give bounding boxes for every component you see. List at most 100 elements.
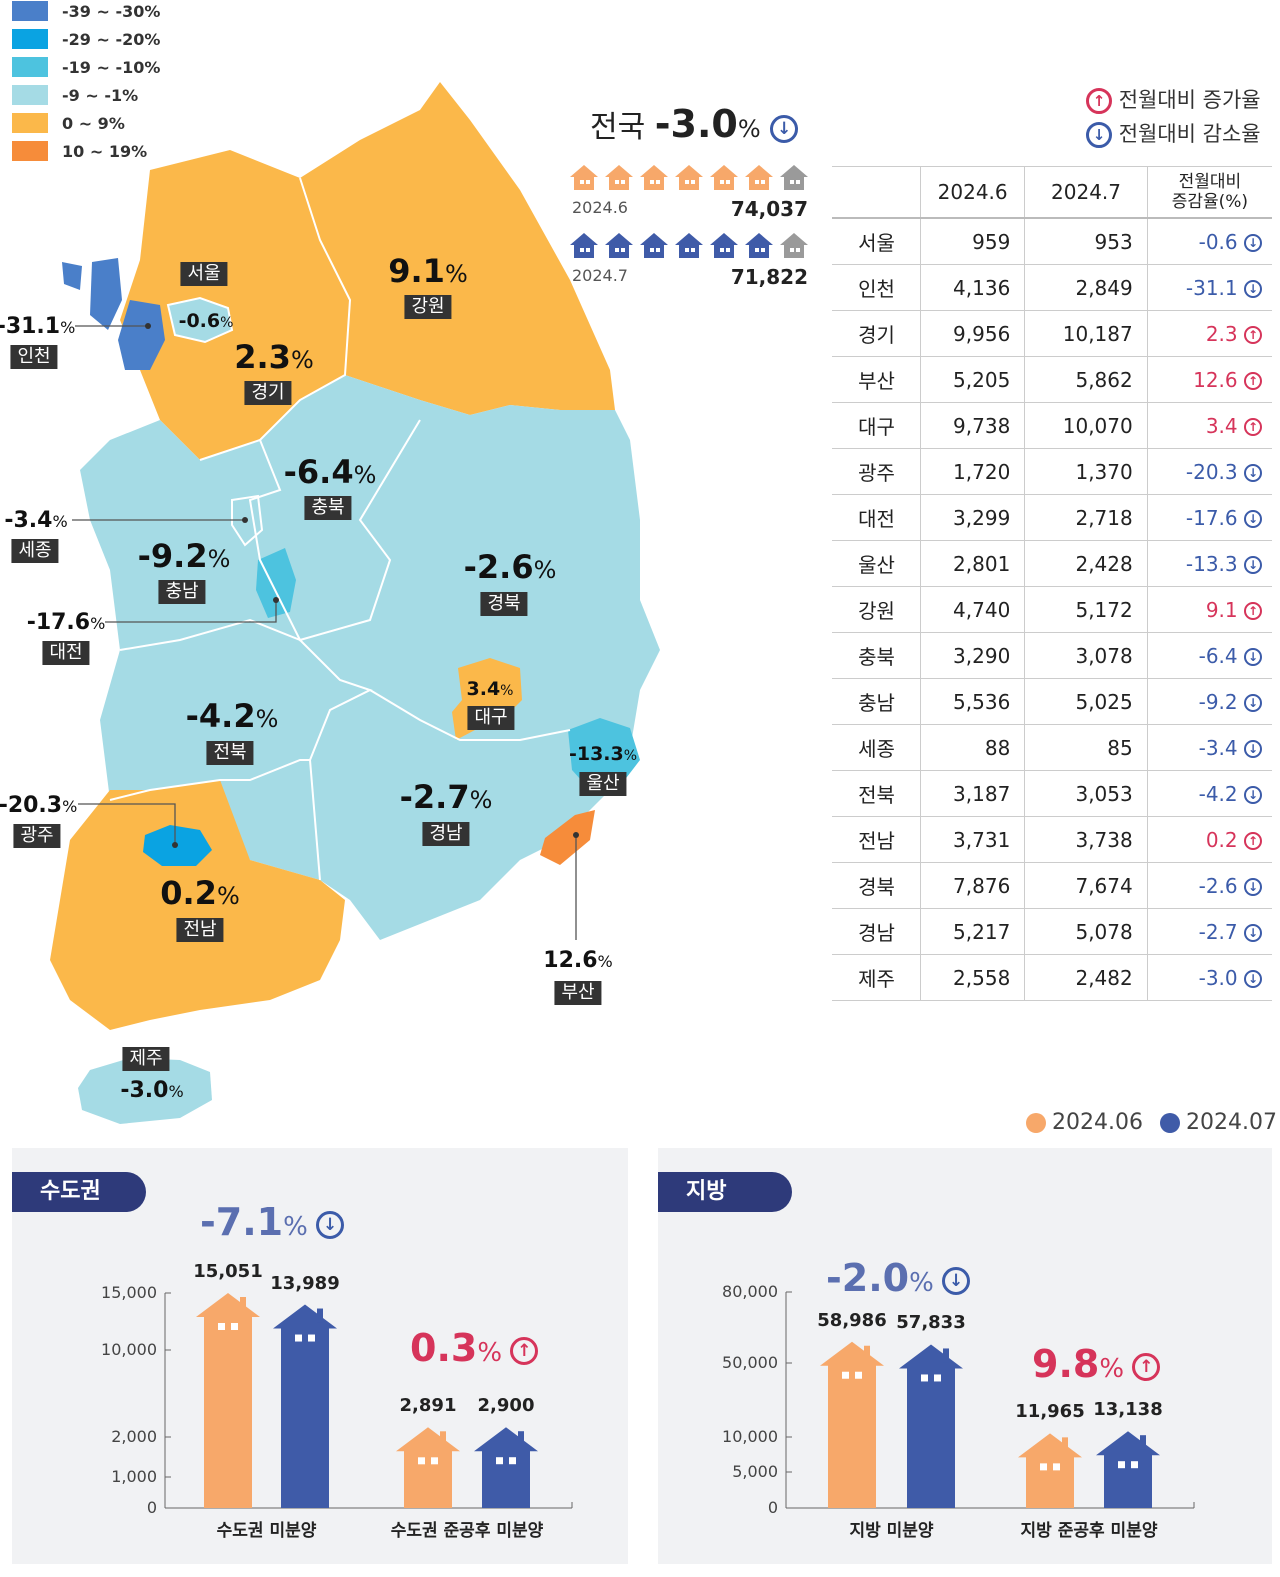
- house-bar: [899, 1344, 963, 1508]
- down-arrow-icon: ↓: [1244, 280, 1262, 298]
- house-icon: [675, 233, 703, 258]
- map-tag-incheon: 인천: [10, 345, 58, 369]
- jun-cell: 3,290: [920, 632, 1026, 679]
- region-cell: 대구: [832, 402, 921, 449]
- map-pct-sejong: -3.4%: [4, 508, 68, 533]
- region-cell: 울산: [832, 540, 921, 587]
- legend-label: -19 ~ -10%: [62, 57, 161, 77]
- legend-swatch: [12, 29, 48, 49]
- house-period: 2024.6: [572, 198, 628, 217]
- map-pct-gyeongbuk: -2.6%: [463, 548, 557, 586]
- map-tag-gyeongbuk: 경북: [480, 592, 528, 616]
- table-row: 세종 88 85 -3.4 ↓: [832, 724, 1272, 771]
- map-pct-gyeongnam: -2.7%: [399, 778, 493, 816]
- jun-cell: 4,136: [920, 264, 1026, 311]
- y-tick-label: 0: [146, 1498, 157, 1517]
- map-pct-chungnam: -9.2%: [137, 537, 231, 575]
- y-tick-label: 0: [767, 1498, 778, 1517]
- region-cell: 전북: [832, 770, 921, 817]
- map-tag-daejeon: 대전: [42, 641, 90, 665]
- table-row: 경남 5,217 5,078 -2.7 ↓: [832, 908, 1272, 955]
- up-arrow-icon: ↑: [1244, 832, 1262, 850]
- up-arrow-icon: ↑: [1244, 602, 1262, 620]
- change-label: -7.1% ↓: [200, 1200, 345, 1244]
- jul-cell: 3,738: [1024, 816, 1148, 863]
- bar-value-label: 13,989: [270, 1272, 340, 1294]
- change-cell: 2.3 ↑: [1147, 310, 1272, 357]
- jul-cell: 3,078: [1024, 632, 1148, 679]
- down-arrow-icon: ↓: [1086, 122, 1112, 148]
- region-incheon-island: [90, 258, 122, 330]
- region-daejeon: [256, 548, 296, 618]
- legend-swatch: [12, 113, 48, 133]
- map-tag-gyeonggi: 경기: [244, 381, 292, 405]
- y-tick-label: 80,000: [722, 1282, 778, 1301]
- house-icon: [640, 165, 668, 190]
- up-arrow-icon: ↑: [1244, 326, 1262, 344]
- province-borders: [109, 177, 571, 881]
- up-arrow-icon: ↑: [510, 1336, 539, 1365]
- up-arrow-icon: ↑: [1132, 1352, 1161, 1381]
- arrow-legend-up: ↑ 전월대비 증가율: [1086, 84, 1261, 114]
- map-pct-daejeon: -17.6%: [26, 610, 106, 635]
- jun-cell: 3,731: [920, 816, 1026, 863]
- change-cell: -17.6 ↓: [1147, 494, 1272, 541]
- house-icon: [640, 233, 668, 258]
- region-cell: 부산: [832, 356, 921, 403]
- bar-value-label: 2,900: [477, 1395, 535, 1417]
- jul-cell: 953: [1024, 218, 1148, 265]
- table-row: 경기 9,956 10,187 2.3 ↑: [832, 310, 1272, 357]
- table-row: 경북 7,876 7,674 -2.6 ↓: [832, 862, 1272, 909]
- house-total: 74,037: [730, 197, 808, 221]
- regional-panel: [658, 1148, 1272, 1564]
- house-icon: [605, 165, 633, 190]
- table-row: 전남 3,731 3,738 0.2 ↑: [832, 816, 1272, 863]
- change-cell: -2.7 ↓: [1147, 908, 1272, 955]
- table-row: 광주 1,720 1,370 -20.3 ↓: [832, 448, 1272, 495]
- jul-cell: 7,674: [1024, 862, 1148, 909]
- house-bar: [474, 1427, 538, 1508]
- legend-swatch: [12, 141, 48, 161]
- down-arrow-icon: ↓: [1244, 878, 1262, 896]
- house-icon: [780, 233, 808, 258]
- bar-value-label: 11,965: [1015, 1401, 1085, 1423]
- region-jeju: [78, 1058, 212, 1124]
- down-arrow-icon: ↓: [1244, 510, 1262, 528]
- jun-cell: 959: [920, 218, 1026, 265]
- table-row: 대전 3,299 2,718 -17.6 ↓: [832, 494, 1272, 541]
- up-arrow-icon: ↑: [1086, 88, 1112, 114]
- table-row: 인천 4,136 2,849 -31.1 ↓: [832, 264, 1272, 311]
- house-icon: [570, 165, 598, 190]
- category-label: 지방 준공후 미분양: [1020, 1521, 1158, 1541]
- map-tag-chungbuk: 충북: [304, 496, 352, 520]
- bar-charts: [164, 1291, 1195, 1509]
- region-cell: 충북: [832, 632, 921, 679]
- map-tag-gyeongnam: 경남: [422, 822, 470, 846]
- map-tag-seoul: 서울: [180, 262, 228, 286]
- table-row: 울산 2,801 2,428 -13.3 ↓: [832, 540, 1272, 587]
- arrow-legend-down: ↓ 전월대비 감소율: [1086, 118, 1261, 148]
- house-icon: [570, 233, 598, 258]
- legend-dot: [1026, 1112, 1046, 1133]
- region-busan: [540, 810, 595, 865]
- change-cell: -4.2 ↓: [1147, 770, 1272, 817]
- map-tag-jeonbuk: 전북: [206, 741, 254, 765]
- legend-swatch: [12, 1, 48, 21]
- map-tag-gwangju: 광주: [13, 824, 61, 848]
- down-arrow-icon: ↓: [1244, 924, 1262, 942]
- house-icon: [710, 165, 738, 190]
- col-header: 2024.7: [1024, 166, 1148, 219]
- change-cell: 9.1 ↑: [1147, 586, 1272, 633]
- down-arrow-icon: ↓: [316, 1210, 345, 1239]
- region-cell: 전남: [832, 816, 921, 863]
- jun-cell: 1,720: [920, 448, 1026, 495]
- jul-cell: 10,070: [1024, 402, 1148, 449]
- map-pct-jeju: -3.0%: [120, 1078, 184, 1103]
- region-cell: 제주: [832, 954, 921, 1001]
- change-cell: -6.4 ↓: [1147, 632, 1272, 679]
- down-arrow-icon: ↓: [1244, 556, 1262, 574]
- house-bar: [196, 1293, 260, 1508]
- map-tag-busan: 부산: [554, 981, 602, 1005]
- jul-cell: 85: [1024, 724, 1148, 771]
- change-cell: 0.2 ↑: [1147, 816, 1272, 863]
